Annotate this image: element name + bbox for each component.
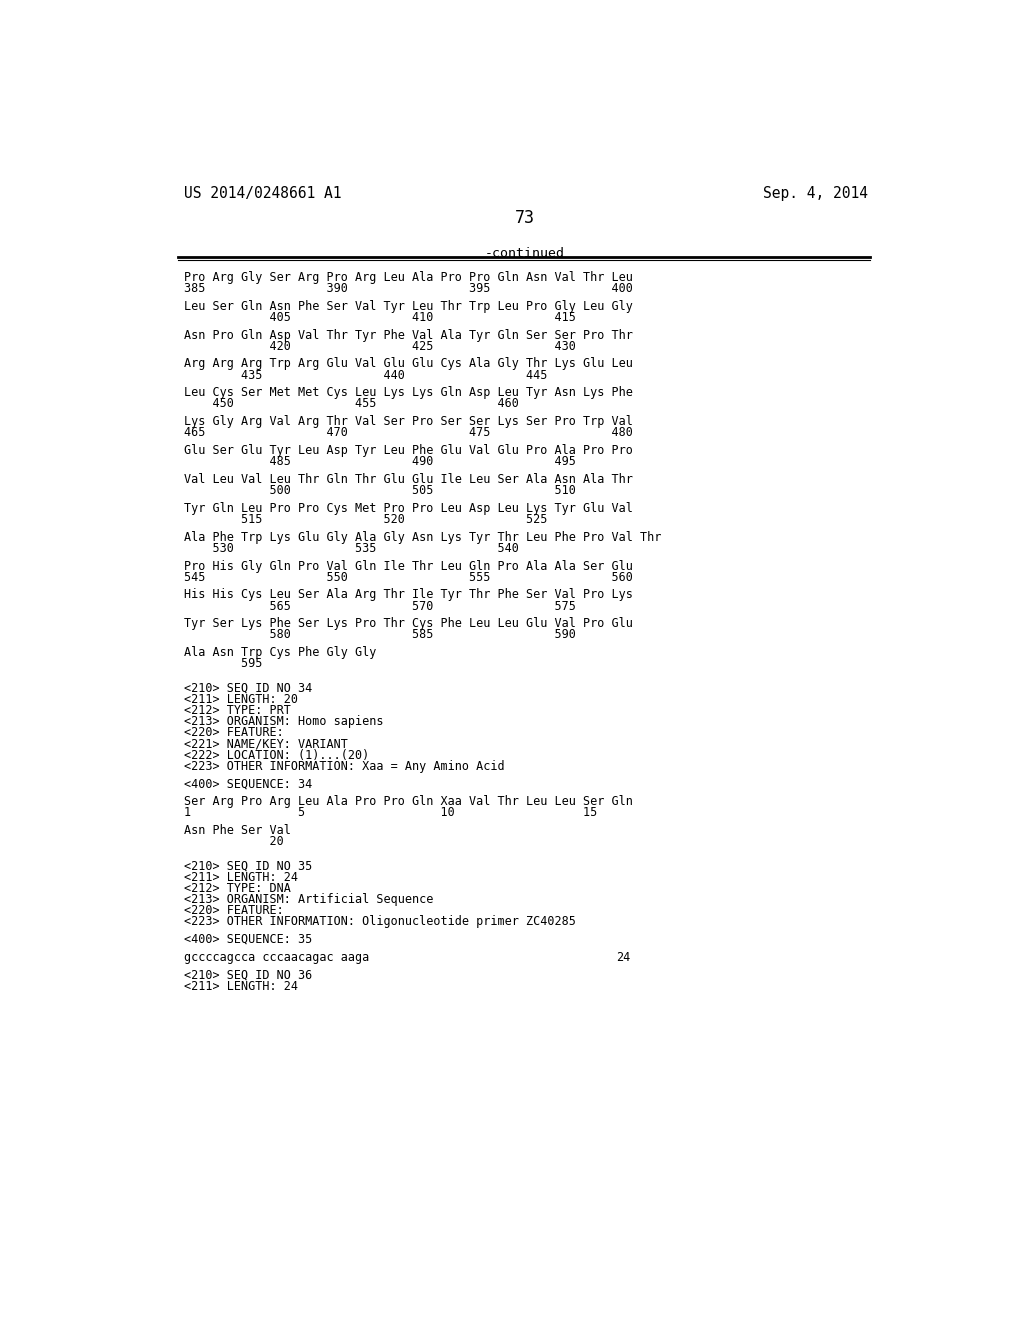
Text: Leu Cys Ser Met Met Cys Leu Lys Lys Gln Asp Leu Tyr Asn Lys Phe: Leu Cys Ser Met Met Cys Leu Lys Lys Gln … [183, 387, 633, 400]
Text: Leu Ser Gln Asn Phe Ser Val Tyr Leu Thr Trp Leu Pro Gly Leu Gly: Leu Ser Gln Asn Phe Ser Val Tyr Leu Thr … [183, 300, 633, 313]
Text: <210> SEQ ID NO 36: <210> SEQ ID NO 36 [183, 969, 312, 982]
Text: Tyr Gln Leu Pro Pro Cys Met Pro Pro Leu Asp Leu Lys Tyr Glu Val: Tyr Gln Leu Pro Pro Cys Met Pro Pro Leu … [183, 502, 633, 515]
Text: Pro His Gly Gln Pro Val Gln Ile Thr Leu Gln Pro Ala Ala Ser Glu: Pro His Gly Gln Pro Val Gln Ile Thr Leu … [183, 560, 633, 573]
Text: Lys Gly Arg Val Arg Thr Val Ser Pro Ser Ser Lys Ser Pro Trp Val: Lys Gly Arg Val Arg Thr Val Ser Pro Ser … [183, 416, 633, 428]
Text: Ala Asn Trp Cys Phe Gly Gly: Ala Asn Trp Cys Phe Gly Gly [183, 647, 376, 659]
Text: 565                 570                 575: 565 570 575 [183, 599, 575, 612]
Text: <211> LENGTH: 24: <211> LENGTH: 24 [183, 979, 298, 993]
Text: <400> SEQUENCE: 35: <400> SEQUENCE: 35 [183, 933, 312, 946]
Text: 485                 490                 495: 485 490 495 [183, 455, 575, 469]
Text: 1               5                   10                  15: 1 5 10 15 [183, 807, 597, 820]
Text: 450                 455                 460: 450 455 460 [183, 397, 519, 411]
Text: <223> OTHER INFORMATION: Xaa = Any Amino Acid: <223> OTHER INFORMATION: Xaa = Any Amino… [183, 760, 505, 772]
Text: Arg Arg Arg Trp Arg Glu Val Glu Glu Cys Ala Gly Thr Lys Glu Leu: Arg Arg Arg Trp Arg Glu Val Glu Glu Cys … [183, 358, 633, 371]
Text: Asn Phe Ser Val: Asn Phe Ser Val [183, 824, 291, 837]
Text: US 2014/0248661 A1: US 2014/0248661 A1 [183, 186, 341, 201]
Text: 73: 73 [515, 209, 535, 227]
Text: Val Leu Val Leu Thr Gln Thr Glu Glu Ile Leu Ser Ala Asn Ala Thr: Val Leu Val Leu Thr Gln Thr Glu Glu Ile … [183, 473, 633, 486]
Text: 515                 520                 525: 515 520 525 [183, 513, 547, 525]
Text: Ala Phe Trp Lys Glu Gly Ala Gly Asn Lys Tyr Thr Leu Phe Pro Val Thr: Ala Phe Trp Lys Glu Gly Ala Gly Asn Lys … [183, 531, 662, 544]
Text: <213> ORGANISM: Homo sapiens: <213> ORGANISM: Homo sapiens [183, 715, 383, 729]
Text: 24: 24 [616, 950, 631, 964]
Text: 385                 390                 395                 400: 385 390 395 400 [183, 282, 633, 294]
Text: 420                 425                 430: 420 425 430 [183, 339, 575, 352]
Text: gccccagcca cccaacagac aaga: gccccagcca cccaacagac aaga [183, 950, 369, 964]
Text: <212> TYPE: DNA: <212> TYPE: DNA [183, 882, 291, 895]
Text: <220> FEATURE:: <220> FEATURE: [183, 726, 284, 739]
Text: -continued: -continued [484, 247, 565, 260]
Text: 435                 440                 445: 435 440 445 [183, 368, 547, 381]
Text: 580                 585                 590: 580 585 590 [183, 628, 575, 642]
Text: 500                 505                 510: 500 505 510 [183, 484, 575, 498]
Text: <211> LENGTH: 24: <211> LENGTH: 24 [183, 871, 298, 883]
Text: Pro Arg Gly Ser Arg Pro Arg Leu Ala Pro Pro Gln Asn Val Thr Leu: Pro Arg Gly Ser Arg Pro Arg Leu Ala Pro … [183, 271, 633, 284]
Text: <212> TYPE: PRT: <212> TYPE: PRT [183, 704, 291, 717]
Text: His His Cys Leu Ser Ala Arg Thr Ile Tyr Thr Phe Ser Val Pro Lys: His His Cys Leu Ser Ala Arg Thr Ile Tyr … [183, 589, 633, 602]
Text: 20: 20 [183, 836, 284, 849]
Text: <211> LENGTH: 20: <211> LENGTH: 20 [183, 693, 298, 706]
Text: Sep. 4, 2014: Sep. 4, 2014 [763, 186, 868, 201]
Text: 530                 535                 540: 530 535 540 [183, 543, 519, 554]
Text: <210> SEQ ID NO 34: <210> SEQ ID NO 34 [183, 681, 312, 694]
Text: <213> ORGANISM: Artificial Sequence: <213> ORGANISM: Artificial Sequence [183, 892, 433, 906]
Text: <210> SEQ ID NO 35: <210> SEQ ID NO 35 [183, 859, 312, 873]
Text: Ser Arg Pro Arg Leu Ala Pro Pro Gln Xaa Val Thr Leu Leu Ser Gln: Ser Arg Pro Arg Leu Ala Pro Pro Gln Xaa … [183, 795, 633, 808]
Text: 545                 550                 555                 560: 545 550 555 560 [183, 570, 633, 583]
Text: 465                 470                 475                 480: 465 470 475 480 [183, 426, 633, 440]
Text: <223> OTHER INFORMATION: Oligonucleotide primer ZC40285: <223> OTHER INFORMATION: Oligonucleotide… [183, 915, 575, 928]
Text: <220> FEATURE:: <220> FEATURE: [183, 904, 284, 917]
Text: 595: 595 [183, 657, 262, 671]
Text: Tyr Ser Lys Phe Ser Lys Pro Thr Cys Phe Leu Leu Glu Val Pro Glu: Tyr Ser Lys Phe Ser Lys Pro Thr Cys Phe … [183, 618, 633, 631]
Text: <222> LOCATION: (1)...(20): <222> LOCATION: (1)...(20) [183, 748, 369, 762]
Text: 405                 410                 415: 405 410 415 [183, 312, 575, 323]
Text: <400> SEQUENCE: 34: <400> SEQUENCE: 34 [183, 777, 312, 791]
Text: <221> NAME/KEY: VARIANT: <221> NAME/KEY: VARIANT [183, 738, 348, 751]
Text: Glu Ser Glu Tyr Leu Asp Tyr Leu Phe Glu Val Glu Pro Ala Pro Pro: Glu Ser Glu Tyr Leu Asp Tyr Leu Phe Glu … [183, 444, 633, 457]
Text: Asn Pro Gln Asp Val Thr Tyr Phe Val Ala Tyr Gln Ser Ser Pro Thr: Asn Pro Gln Asp Val Thr Tyr Phe Val Ala … [183, 329, 633, 342]
